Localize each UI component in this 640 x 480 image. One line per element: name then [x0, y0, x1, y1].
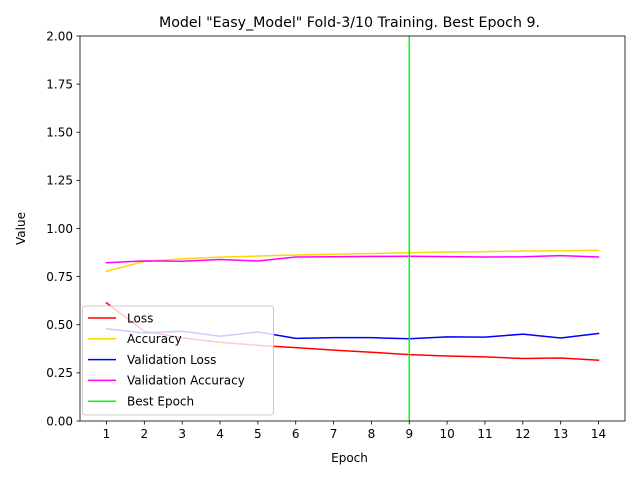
series-2-point-7	[371, 337, 373, 339]
x-tick-label-10: 11	[477, 427, 492, 441]
series-0-point-9	[446, 355, 448, 357]
x-tick-label-3: 4	[216, 427, 224, 441]
x-tick-label-11: 12	[515, 427, 530, 441]
y-axis: 0.00 0.25 0.50 0.75 1.00 1.25 1.50 1.75 2.00	[46, 29, 80, 428]
series-2-point-13	[598, 333, 600, 335]
series-3-point-5	[295, 256, 297, 258]
series-0-point-6	[333, 349, 335, 351]
series-2-point-10	[484, 336, 486, 338]
y-tick-label-2: 0.50	[46, 318, 73, 332]
chart-title: Model "Easy_Model" Fold-3/10 Training. B…	[159, 15, 540, 31]
series-0-point-0	[106, 302, 108, 304]
y-tick-label-3: 0.75	[46, 270, 73, 284]
series-1-point-12	[560, 250, 562, 252]
y-tick-label-6: 1.50	[46, 126, 73, 140]
series-0-point-11	[522, 358, 524, 360]
series-3-point-2	[181, 260, 183, 262]
series-0-point-12	[560, 357, 562, 359]
series-1-point-6	[333, 253, 335, 255]
series-2-point-5	[295, 338, 297, 340]
legend-box	[82, 305, 274, 416]
x-tick-label-12: 13	[553, 427, 568, 441]
series-3-point-11	[522, 256, 524, 258]
series-3-point-3	[219, 259, 221, 261]
series-3-point-9	[446, 256, 448, 258]
series-line-1	[105, 249, 600, 273]
y-tick-label-5: 1.25	[46, 174, 73, 188]
series-3-point-7	[371, 256, 373, 258]
series-1-point-4	[257, 255, 259, 257]
x-tick-label-1: 2	[141, 427, 149, 441]
x-tick-label-7: 8	[368, 427, 376, 441]
x-tick-label-9: 10	[439, 427, 454, 441]
y-tick-label-7: 1.75	[46, 77, 73, 91]
series-1-point-3	[219, 256, 221, 258]
legend: Loss Accuracy Validation Loss Validation Ac…	[82, 305, 274, 416]
series-3-point-1	[144, 260, 146, 262]
series-line-3	[105, 254, 600, 264]
series-0-point-7	[371, 351, 373, 353]
x-tick-label-4: 5	[254, 427, 262, 441]
series-3-point-13	[598, 256, 600, 258]
series-2-point-9	[446, 336, 448, 338]
y-tick-label-0: 0.00	[46, 414, 73, 428]
legend-label-4: Best Epoch	[127, 395, 194, 409]
series-1-point-7	[371, 253, 373, 255]
x-tick-label-6: 7	[330, 427, 338, 441]
series-3-point-0	[106, 262, 108, 264]
series-1-point-2	[181, 258, 183, 260]
legend-label-2: Validation Loss	[127, 353, 216, 367]
legend-label-0: Loss	[127, 311, 153, 325]
series-3-point-10	[484, 256, 486, 258]
series-3-point-6	[333, 256, 335, 258]
y-tick-label-1: 0.25	[46, 366, 73, 380]
series-1-point-5	[295, 254, 297, 256]
x-tick-label-0: 1	[103, 427, 111, 441]
series-1-point-13	[598, 249, 600, 251]
y-tick-label-8: 2.00	[46, 29, 73, 43]
series-0-point-10	[484, 356, 486, 358]
series-2-point-6	[333, 337, 335, 339]
x-tick-label-5: 6	[292, 427, 300, 441]
y-axis-label: Value	[14, 212, 28, 245]
y-tick-label-4: 1.00	[46, 222, 73, 236]
legend-label-1: Accuracy	[127, 332, 182, 346]
series-1-point-0	[106, 270, 108, 272]
series-2-point-12	[560, 337, 562, 339]
x-tick-label-8: 9	[405, 427, 413, 441]
series-0-point-13	[598, 359, 600, 361]
series-1-point-11	[522, 250, 524, 252]
series-1-point-9	[446, 251, 448, 253]
x-axis-label: Epoch	[331, 451, 368, 465]
x-tick-label-2: 3	[178, 427, 186, 441]
legend-label-3: Validation Accuracy	[127, 374, 245, 388]
series-0-point-5	[295, 347, 297, 349]
series-3-point-12	[560, 255, 562, 257]
x-axis: 1 2 3 4 5 6 7 8 9 10 11 12 13 14	[103, 421, 606, 441]
x-tick-label-13: 14	[591, 427, 606, 441]
series-3-point-4	[257, 260, 259, 262]
series-1-point-10	[484, 251, 486, 253]
series-2-point-11	[522, 333, 524, 335]
